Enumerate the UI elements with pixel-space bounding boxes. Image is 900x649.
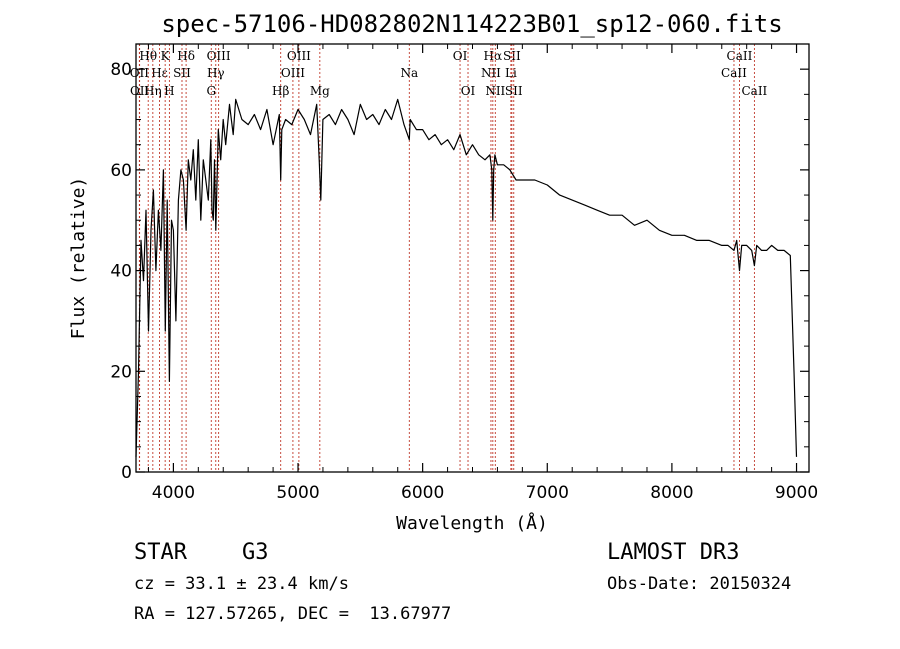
observation-date: Obs-Date: 20150324	[607, 574, 792, 594]
x-tick-label: 6000	[401, 483, 444, 503]
x-tick-label: 5000	[276, 483, 319, 503]
object-class: STAR	[134, 540, 187, 565]
spectral-line-label: Hη	[144, 84, 162, 98]
spectral-line-label: OIII	[281, 66, 305, 80]
y-axis-label: Flux (relative)	[68, 177, 89, 340]
spectral-line-label: Hθ	[139, 49, 157, 63]
plot-frame	[135, 43, 810, 473]
spectral-line-label: K	[161, 49, 171, 63]
spectrum-series	[135, 98, 798, 457]
x-tick-label: 9000	[775, 483, 818, 503]
survey-name: LAMOST DR3	[607, 540, 740, 565]
spectral-line-label: Na	[400, 66, 418, 80]
spectral-line-label: H	[164, 84, 174, 98]
coordinates: RA = 127.57265, DEC = 13.67977	[134, 604, 452, 624]
spectral-line-label: OIII	[287, 49, 311, 63]
spectral-line-label: Hβ	[272, 84, 289, 98]
spectral-line-label: Hδ	[177, 49, 195, 63]
spectral-line-label: OI	[453, 49, 468, 63]
spectral-line-label: OI	[461, 84, 476, 98]
x-axis-label: Wavelength (Å)	[396, 512, 548, 534]
spectral-line-label: SII	[503, 49, 521, 63]
spectral-line-label: CaII	[741, 84, 767, 98]
spectral-line-label: CaII	[727, 49, 753, 63]
spectral-line-label: OIII	[207, 49, 231, 63]
spectral-line-label: Hγ	[207, 66, 225, 80]
y-tick-label: 0	[121, 463, 132, 483]
x-tick-label: 4000	[152, 483, 195, 503]
spectral-line-label: Hε	[151, 66, 168, 80]
x-tick-label: 8000	[650, 483, 693, 503]
spectral-line-label: Li	[505, 66, 517, 80]
spectral-line-label: G	[206, 84, 216, 98]
spectral-line-label: SII	[505, 84, 523, 98]
y-tick-label: 20	[110, 362, 132, 382]
spectral-line-label: Hα	[484, 49, 503, 63]
spectral-line-label: NII	[485, 84, 505, 98]
spectral-line-label: Mg	[310, 84, 330, 98]
y-tick-label: 40	[110, 262, 132, 282]
spectral-line-label: SII	[173, 66, 191, 80]
spectral-subclass: G3	[242, 540, 269, 565]
spectral-line-label: NII	[481, 66, 501, 80]
spectral-line-label: OII	[130, 84, 150, 98]
chart-title: spec-57106-HD082802N114223B01_sp12-060.f…	[161, 10, 782, 38]
redshift-cz: cz = 33.1 ± 23.4 km/s	[134, 574, 349, 594]
axis-ticks: 4000 5000 6000 7000 8000 9000 0 20 40 60 80	[110, 43, 818, 503]
spectrum-line	[135, 98, 798, 457]
spectral-line-label: CaII	[721, 66, 747, 80]
y-tick-label: 60	[110, 161, 132, 181]
y-tick-label: 80	[110, 60, 132, 80]
x-tick-label: 7000	[526, 483, 569, 503]
